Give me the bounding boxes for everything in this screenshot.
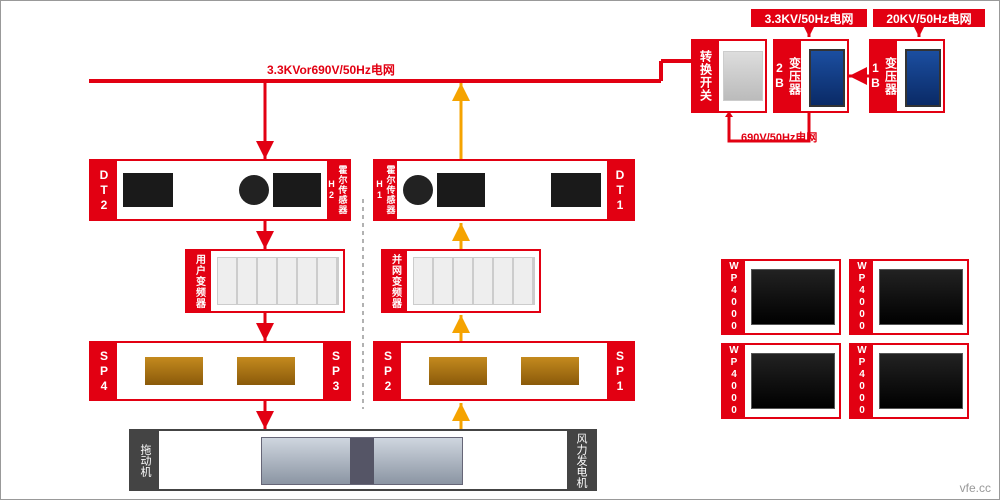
sp4-label: SP4: [91, 343, 117, 399]
grid33-label: 3.3KV/50Hz电网: [751, 9, 867, 27]
sp1-label: SP1: [607, 343, 633, 399]
hall2-label: 霍尔传感器H2: [327, 161, 349, 219]
grid-inverter-icon: [413, 257, 535, 305]
hall1-sensor-icon: [437, 173, 485, 207]
wp4000-4-label: WP4000: [851, 345, 873, 417]
dt2-hall2-box: DT2 霍尔传感器H2: [89, 159, 351, 221]
dt1-label: DT1: [607, 161, 633, 219]
wp4000-3-screen-icon: [751, 353, 835, 409]
xfmr2b-label: 变压器2B: [775, 41, 801, 111]
xfmr1b-label: 变压器1B: [871, 41, 897, 111]
hall2-ct-icon: [239, 175, 269, 205]
wp4000-4-screen-icon: [879, 353, 963, 409]
sp12-box: SP2 SP1: [373, 341, 635, 401]
wp4000-4-box: WP4000: [849, 343, 969, 419]
hall1-ct-icon: [403, 175, 433, 205]
sp1-bar-icon: [521, 357, 579, 385]
wp4000-1-box: WP4000: [721, 259, 841, 335]
wp4000-2-box: WP4000: [849, 259, 969, 335]
grid-inverter-box: 并网变频器: [381, 249, 541, 313]
xfmr2b-box: 变压器2B: [773, 39, 849, 113]
wp4000-3-box: WP4000: [721, 343, 841, 419]
dt1-hall1-box: 霍尔传感器H1 DT1: [373, 159, 635, 221]
wp4000-2-screen-icon: [879, 269, 963, 325]
sp3-label: SP3: [323, 343, 349, 399]
hall2-sensor-icon: [273, 173, 321, 207]
xfmr1b-box: 变压器1B: [869, 39, 945, 113]
sp2-label: SP2: [375, 343, 401, 399]
wp4000-2-label: WP4000: [851, 261, 873, 333]
bus-label: 3.3KVor690V/50Hz电网: [267, 61, 395, 78]
xfmr2b-icon: [809, 49, 845, 107]
switch-box: 转换开关: [691, 39, 767, 113]
sp2-bar-icon: [429, 357, 487, 385]
wp4000-1-label: WP4000: [723, 261, 745, 333]
wp4000-3-label: WP4000: [723, 345, 745, 417]
dt1-device-icon: [551, 173, 601, 207]
user-inverter-box: 用户变频器: [185, 249, 345, 313]
dt2-device-icon: [123, 173, 173, 207]
switch-icon: [723, 51, 763, 101]
sp4-bar-icon: [145, 357, 203, 385]
hall1-label: 霍尔传感器H1: [375, 161, 397, 219]
drag-motor-label: 拖动机: [131, 431, 159, 489]
sp3-bar-icon: [237, 357, 295, 385]
machine-box: 拖动机 风力发电机: [129, 429, 597, 491]
switch-label: 转换开关: [693, 41, 719, 111]
sp34-box: SP4 SP3: [89, 341, 351, 401]
watermark: vfe.cc: [960, 481, 991, 495]
wind-gen-label: 风力发电机: [567, 431, 595, 489]
wp4000-1-screen-icon: [751, 269, 835, 325]
grid-inverter-label: 并网变频器: [383, 251, 407, 311]
machine-icon: [261, 437, 463, 485]
grid690-label: 690V/50Hz电网: [741, 129, 817, 145]
xfmr1b-icon: [905, 49, 941, 107]
user-inverter-label: 用户变频器: [187, 251, 211, 311]
dt2-label: DT2: [91, 161, 117, 219]
user-inverter-icon: [217, 257, 339, 305]
grid20-label: 20KV/50Hz电网: [873, 9, 985, 27]
